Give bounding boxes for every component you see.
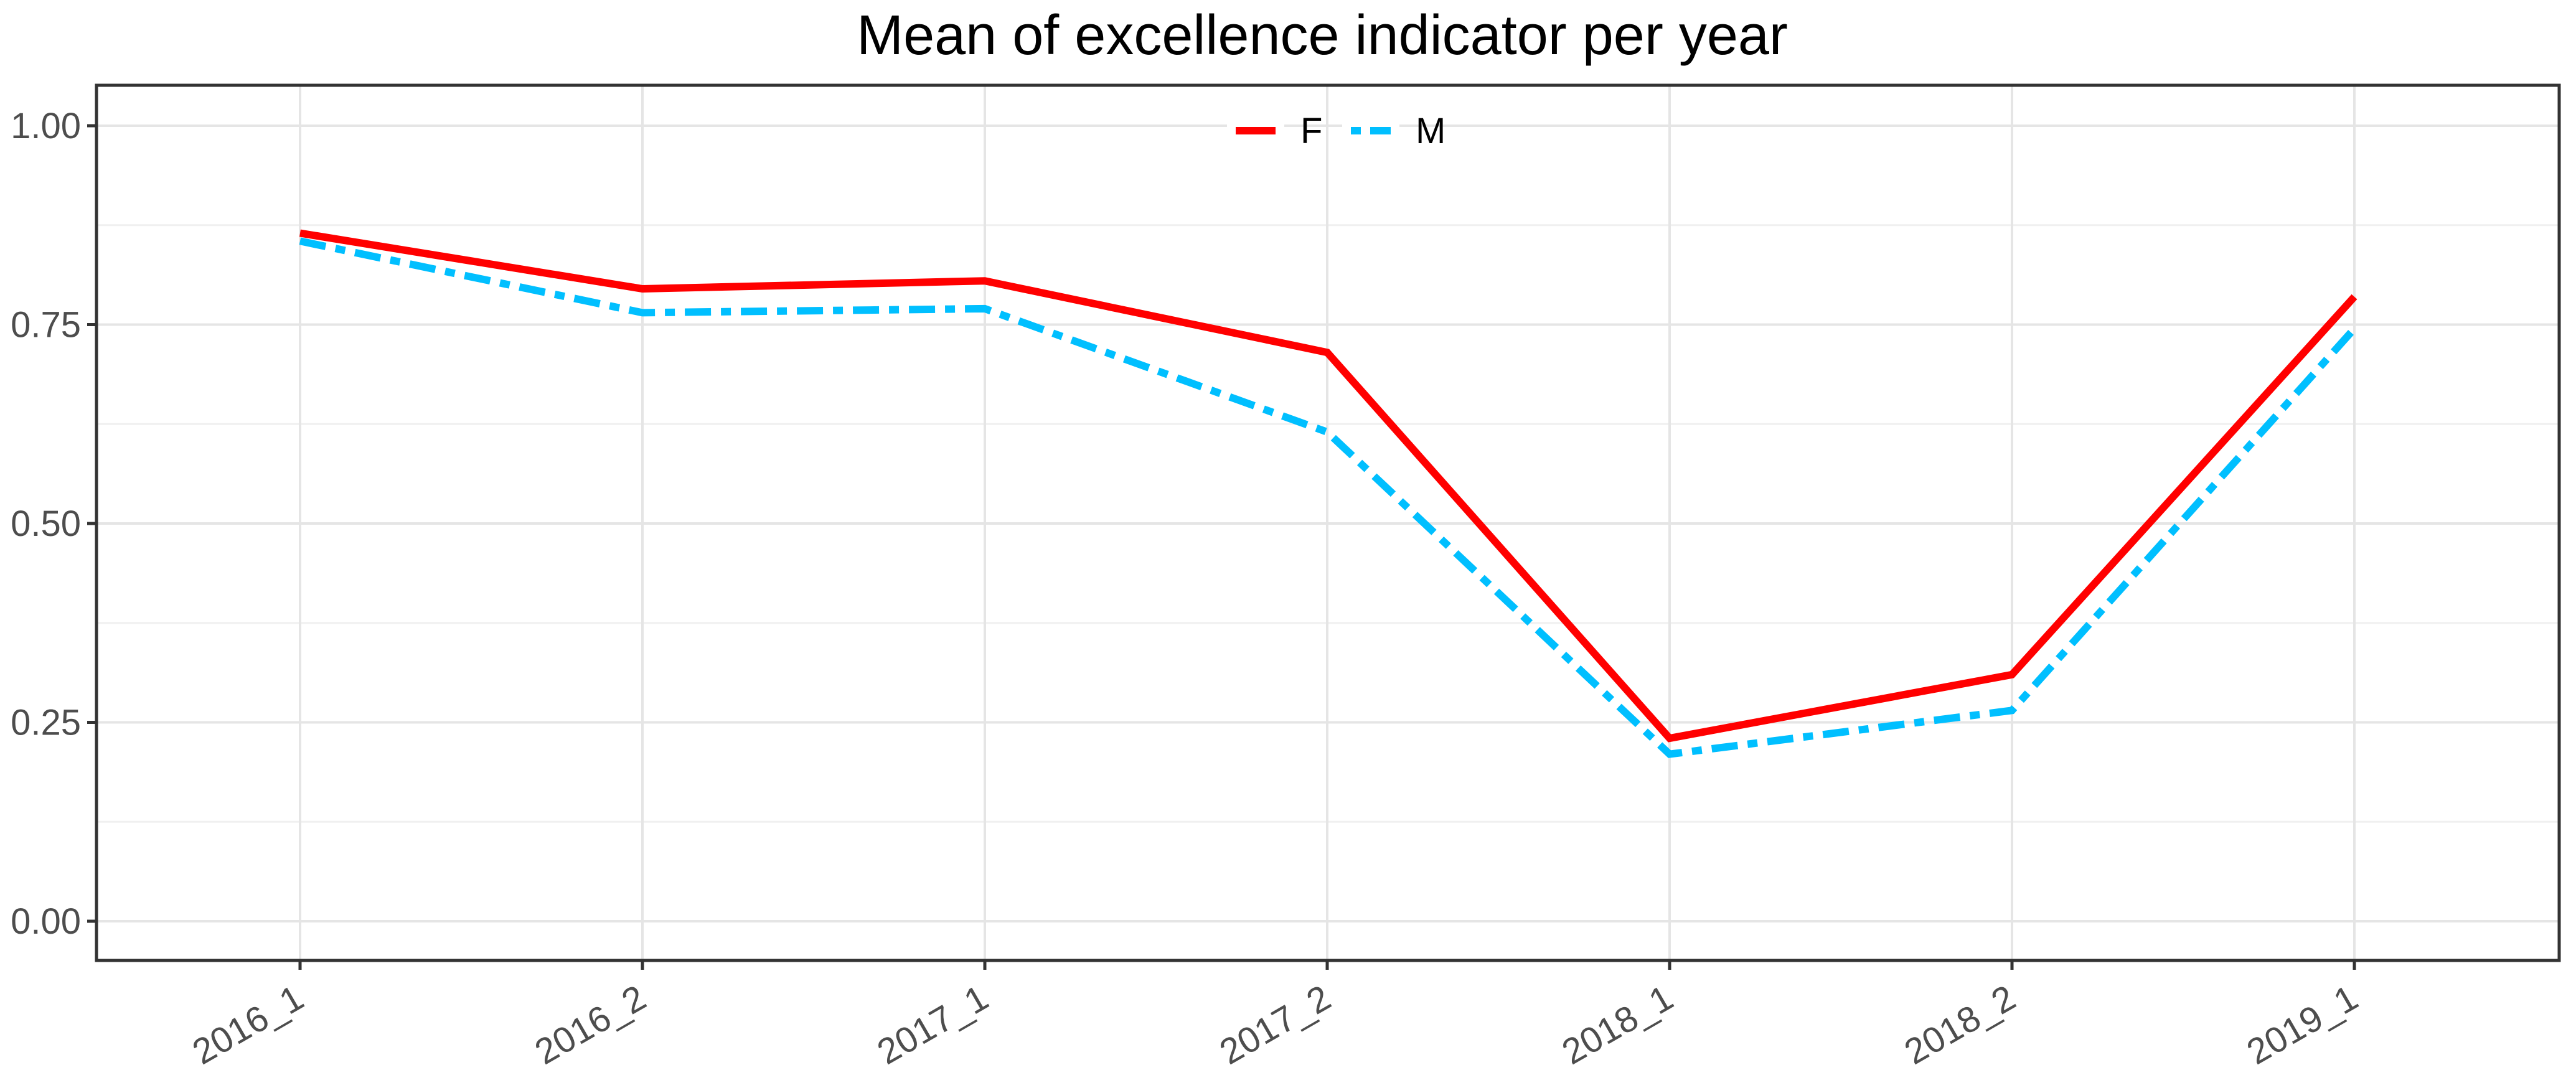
x-tick-label: 2018_2 (1897, 977, 2022, 1070)
y-tick-label: 0.00 (11, 901, 81, 942)
chart-title: Mean of excellence indicator per year (857, 4, 1788, 67)
x-tick-label: 2018_1 (1555, 977, 1680, 1070)
x-tick-label: 2016_1 (186, 977, 310, 1070)
legend-label-F: F (1300, 111, 1322, 151)
x-tick-label: 2017_2 (1213, 977, 1337, 1070)
legend-item-M: M (1342, 111, 1445, 151)
y-tick-label: 1.00 (11, 106, 81, 146)
legend-item-F: F (1227, 111, 1322, 151)
series-line-M (299, 237, 2357, 758)
series-line-F (299, 229, 2357, 743)
x-tick-label: 2017_1 (870, 977, 995, 1070)
y-tick-label: 0.50 (11, 504, 81, 544)
x-tick-label: 2019_1 (2240, 977, 2364, 1070)
y-tick-label: 0.75 (11, 305, 81, 345)
legend-label-M: M (1416, 111, 1445, 151)
x-tick-label: 2016_2 (528, 977, 652, 1070)
y-tick-label: 0.25 (11, 703, 81, 743)
